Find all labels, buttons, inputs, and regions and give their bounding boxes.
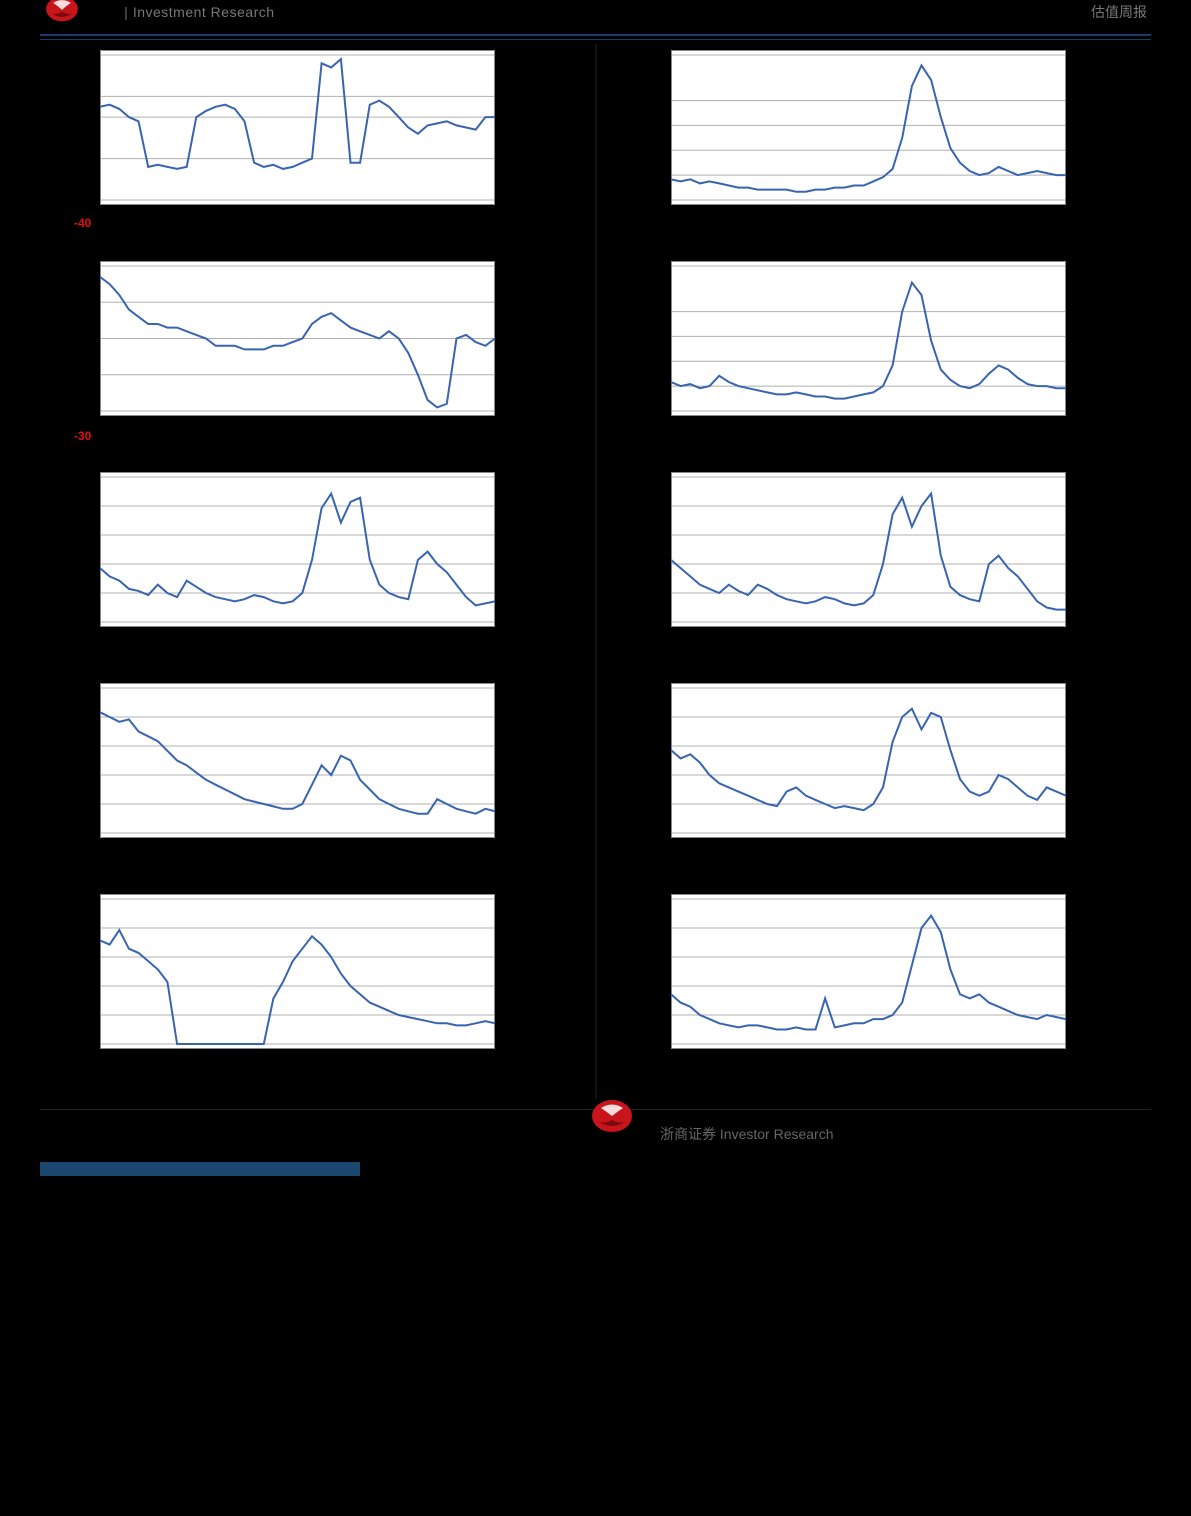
- chart-cell: -30: [40, 255, 580, 466]
- header-rule-icon: [40, 34, 1151, 36]
- chart-r2c1: [671, 472, 1066, 627]
- chart-r4c0: [100, 894, 495, 1049]
- footer-text: 浙商证券 Investor Research: [660, 1124, 834, 1144]
- header-brand-text: | Investment Research: [124, 4, 275, 20]
- chart-cell: [611, 466, 1151, 677]
- chart-cell: [40, 466, 580, 677]
- chart-caption-spacer: [40, 838, 580, 888]
- chart-row: -30: [40, 255, 1151, 466]
- chart-caption-spacer: [40, 416, 580, 466]
- chart-caption-spacer: [611, 838, 1151, 888]
- header-underline-icon: [40, 39, 1151, 40]
- chart-row: [40, 888, 1151, 1099]
- chart-r2c0: [100, 472, 495, 627]
- column-divider: [595, 888, 597, 1099]
- axis-negative-label: -30: [74, 429, 91, 443]
- chart-cell: [40, 677, 580, 888]
- column-divider: [595, 466, 597, 677]
- chart-caption-spacer: [611, 1049, 1151, 1099]
- chart-caption-spacer: [611, 205, 1151, 255]
- header-right-text: 估值周报: [1091, 2, 1147, 22]
- chart-row: [40, 466, 1151, 677]
- chart-caption-spacer: [611, 627, 1151, 677]
- chart-r4c1: [671, 894, 1066, 1049]
- chart-caption-spacer: [611, 416, 1151, 466]
- chart-cell: [611, 44, 1151, 255]
- chart-r3c1: [671, 683, 1066, 838]
- page-header: | Investment Research 估值周报: [0, 0, 1191, 40]
- column-divider: [595, 255, 597, 466]
- chart-r1c0: [100, 261, 495, 416]
- chart-r1c1: [671, 261, 1066, 416]
- chart-r0c0: [100, 50, 495, 205]
- axis-negative-label: -40: [74, 216, 91, 230]
- page-root: | Investment Research 估值周报 -40 -30 浙商证券 I…: [0, 0, 1191, 1170]
- chart-caption-spacer: [40, 205, 580, 255]
- chart-cell: -40: [40, 44, 580, 255]
- chart-cell: [611, 888, 1151, 1099]
- chart-cell: [611, 255, 1151, 466]
- brand-logo-icon: [44, 0, 80, 24]
- chart-caption-spacer: [40, 627, 580, 677]
- chart-grid: -40 -30: [0, 40, 1191, 1109]
- footer-logo-icon: [590, 1096, 634, 1136]
- chart-row: -40: [40, 44, 1151, 255]
- footer-strip-icon: [40, 1162, 360, 1176]
- chart-cell: [611, 677, 1151, 888]
- chart-row: [40, 677, 1151, 888]
- page-footer: 浙商证券 Investor Research: [40, 1109, 1151, 1170]
- chart-caption-spacer: [40, 1049, 580, 1099]
- chart-cell: [40, 888, 580, 1099]
- chart-r3c0: [100, 683, 495, 838]
- column-divider: [595, 677, 597, 888]
- chart-r0c1: [671, 50, 1066, 205]
- column-divider: [595, 44, 597, 255]
